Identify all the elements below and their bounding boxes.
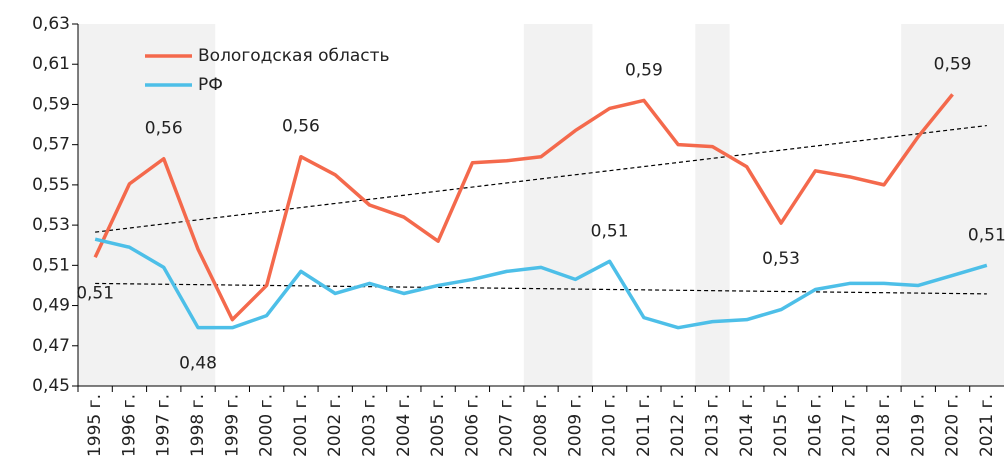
x-tick-label: 2012 г. [668,394,688,457]
shaded-period [78,24,216,386]
y-tick-label: 0,49 [32,296,70,316]
y-tick-label: 0,47 [32,336,70,356]
x-tick-label: 2002 г. [325,394,345,457]
shaded-period [523,24,593,386]
x-tick-label: 2013 г. [702,394,722,457]
y-tick-label: 0,53 [32,215,70,235]
y-tick-label: 0,51 [32,255,70,275]
data-label: 0,53 [762,249,800,269]
data-label: 0,56 [145,119,183,139]
series-line [94,237,988,330]
data-label: 0,51 [591,221,629,241]
x-tick-label: 2001 г. [291,394,311,457]
x-tick-label: 2011 г. [634,394,654,457]
y-tick-label: 0,61 [32,54,70,74]
shaded-period [901,24,1004,386]
x-tick-label: 2008 г. [531,394,551,457]
x-tick-label: 1999 г. [222,394,242,457]
x-tick-label: 2003 г. [360,394,380,457]
series-line [93,93,954,322]
x-tick-label: 2020 г. [943,394,963,457]
x-tick-label: 1998 г. [188,394,208,457]
data-label: 0,56 [282,117,320,137]
x-tick-label: 2021 г. [977,394,997,457]
x-tick-label: 2010 г. [600,394,620,457]
x-tick-label: 2017 г. [840,394,860,457]
x-tick-label: 2009 г. [565,394,585,457]
trend-line [95,282,987,295]
legend-label: РФ [198,75,223,95]
x-tick-label: 2000 г. [257,394,277,457]
data-label: 0,48 [179,354,217,374]
data-label: 0,51 [76,283,114,303]
y-tick-label: 0,45 [32,376,70,396]
x-tick-label: 2019 г. [908,394,928,457]
x-tick-label: 2007 г. [497,394,517,457]
x-tick-label: 2004 г. [394,394,414,457]
x-tick-label: 2018 г. [874,394,894,457]
y-tick-label: 0,55 [32,175,70,195]
x-tick-label: 2005 г. [428,394,448,457]
y-tick-label: 0,59 [32,94,70,114]
x-tick-label: 2015 г. [771,394,791,457]
x-tick-label: 1995 г. [85,394,105,457]
x-tick-label: 2014 г. [737,394,757,457]
x-tick-label: 1997 г. [154,394,174,457]
data-label: 0,59 [934,54,972,74]
legend-label: Вологодская область [198,46,390,66]
trend-line [95,124,987,233]
data-label: 0,51 [968,225,1006,245]
y-tick-label: 0,57 [32,135,70,155]
x-tick-label: 2016 г. [805,394,825,457]
x-tick-label: 1996 г. [119,394,139,457]
data-label: 0,59 [625,60,663,80]
x-tick-label: 2006 г. [462,394,482,457]
shaded-period [695,24,730,386]
y-tick-label: 0,63 [32,14,70,34]
